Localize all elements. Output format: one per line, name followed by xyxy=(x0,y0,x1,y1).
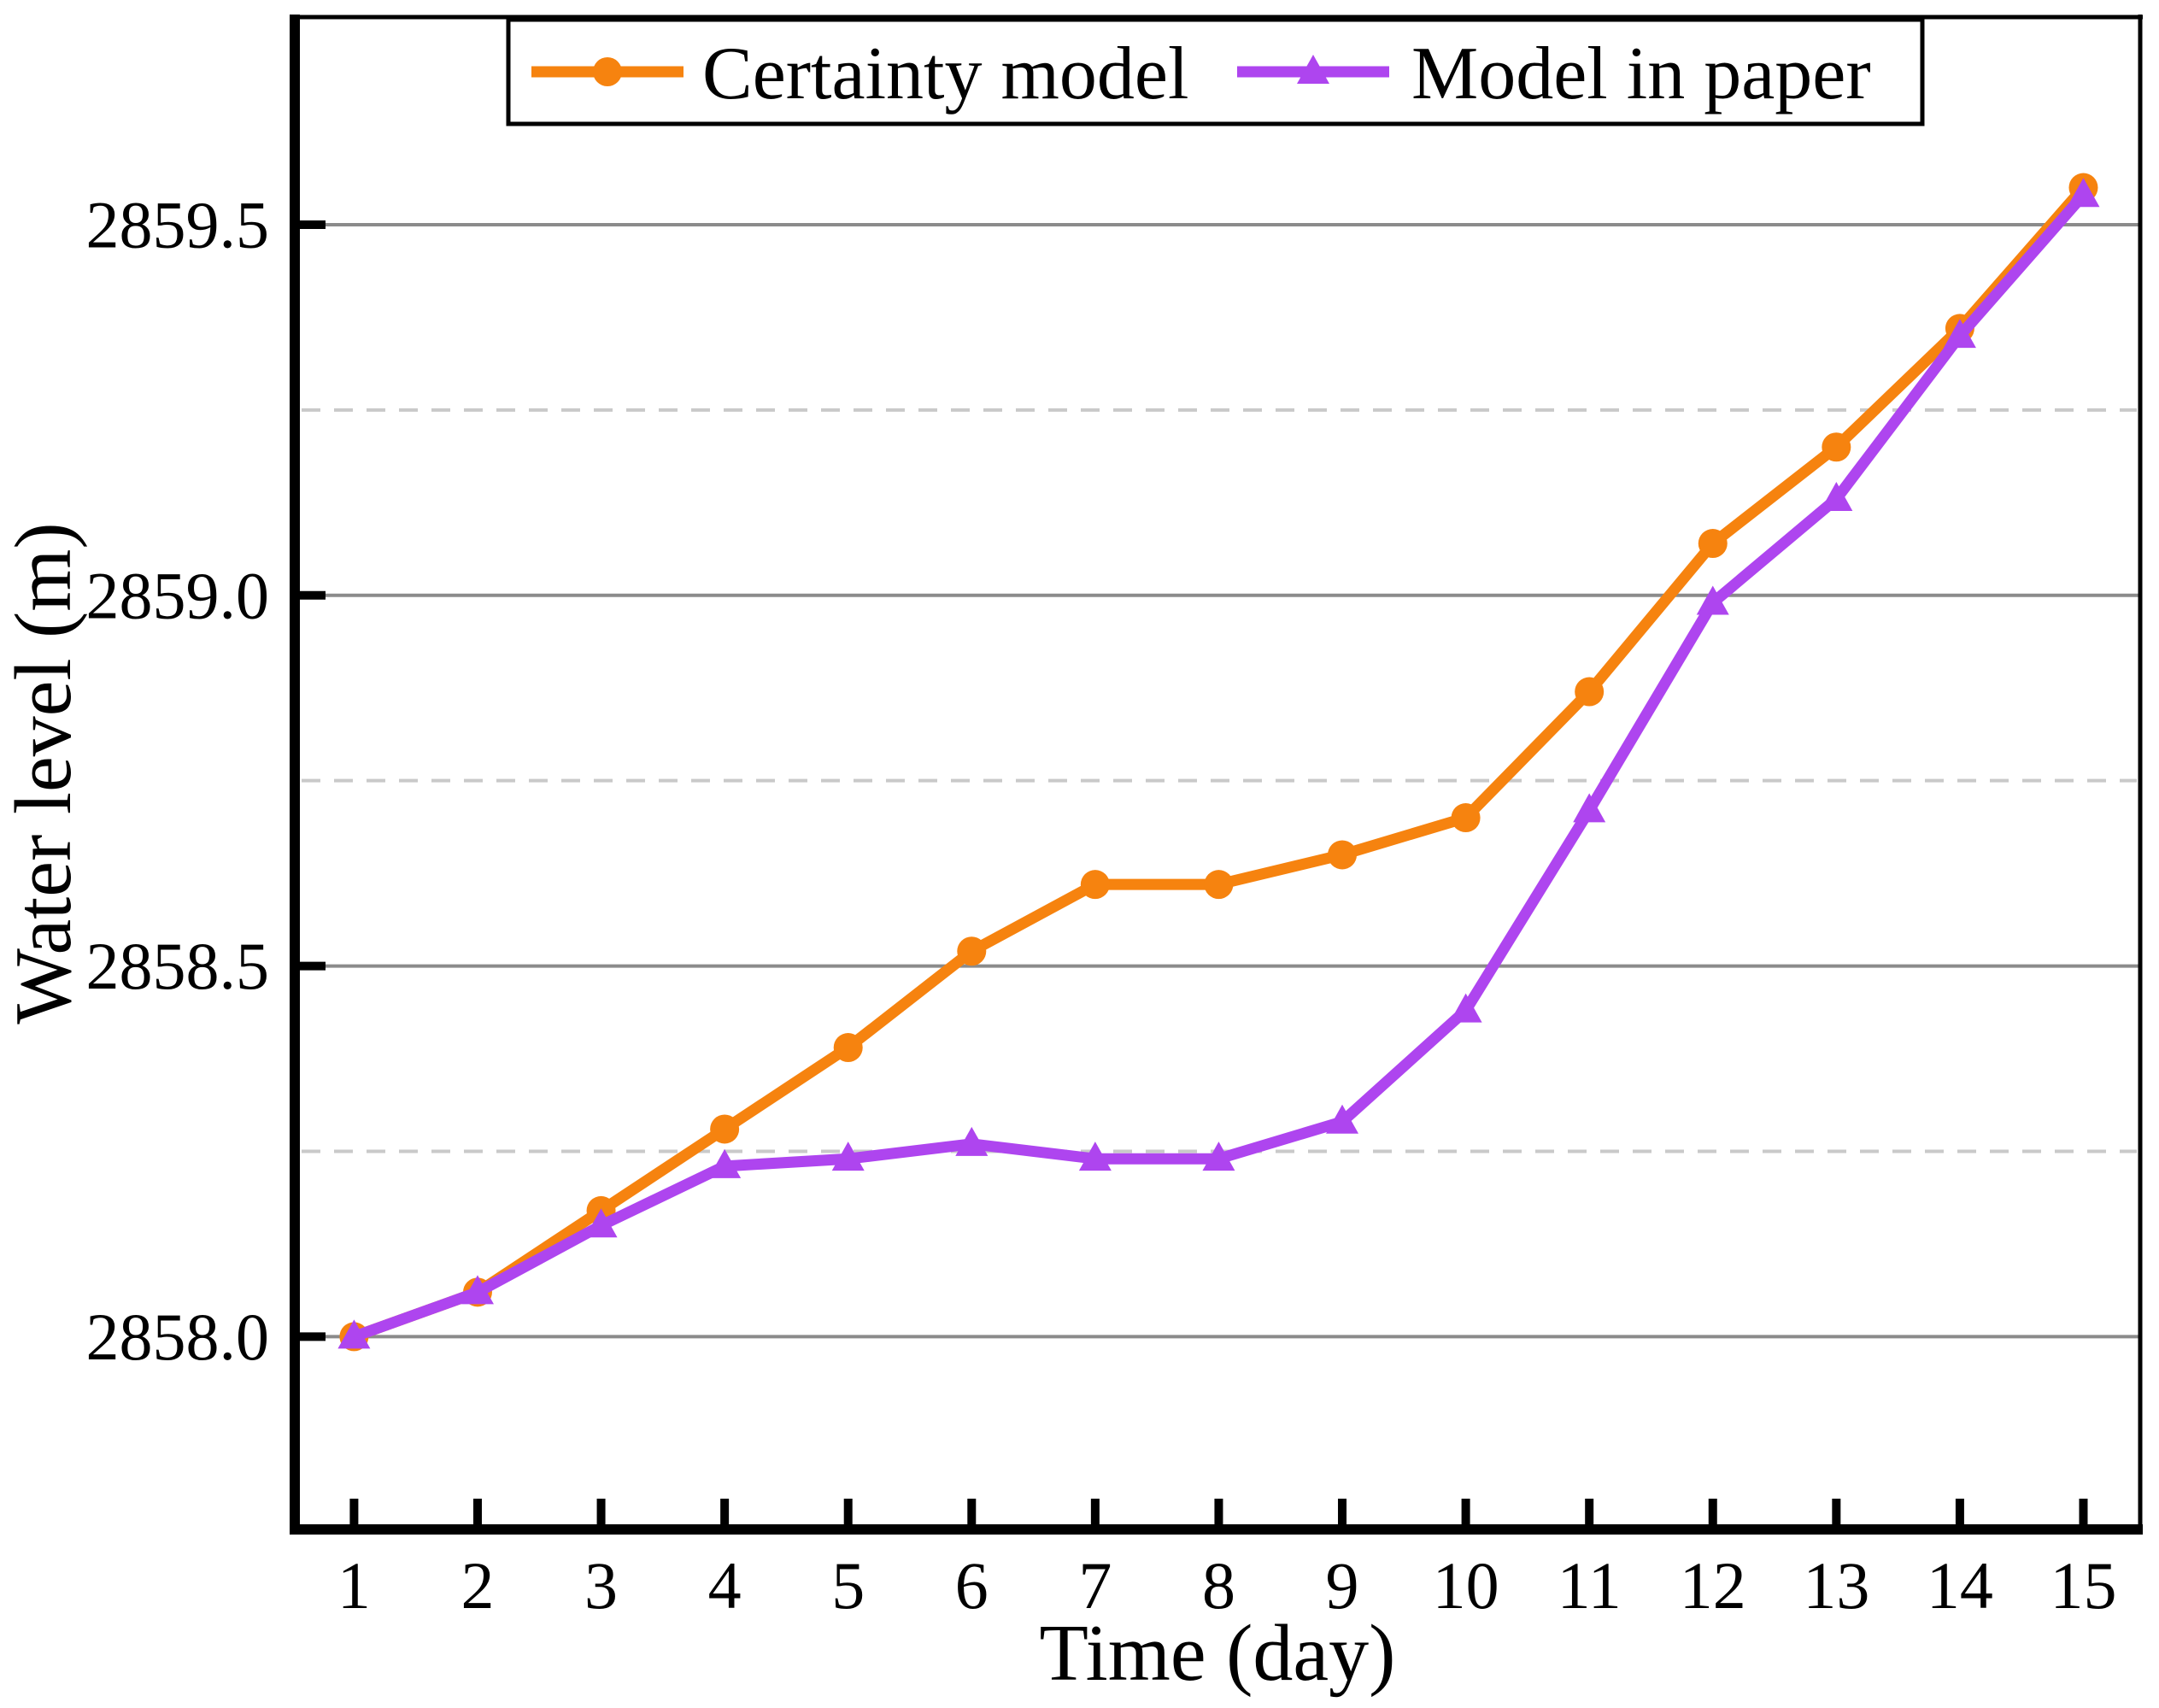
data-point-circle xyxy=(1575,677,1605,707)
x-tick-label: 1 xyxy=(337,1548,371,1623)
data-point-circle xyxy=(1204,870,1234,900)
x-tick-label: 10 xyxy=(1433,1548,1499,1623)
data-point-circle xyxy=(1698,529,1728,559)
data-point-triangle xyxy=(831,1142,865,1171)
data-point-circle xyxy=(710,1114,740,1144)
x-tick-label: 15 xyxy=(2050,1548,2116,1623)
data-point-circle xyxy=(833,1033,863,1063)
data-series xyxy=(337,173,2100,1352)
legend-triangle-marker-icon xyxy=(1297,55,1329,84)
data-point-triangle xyxy=(1449,993,1482,1023)
data-point-circle xyxy=(1080,870,1110,900)
data-point-triangle xyxy=(1820,481,1853,511)
x-tick-label: 8 xyxy=(1202,1548,1235,1623)
x-tick-label: 7 xyxy=(1078,1548,1112,1623)
x-tick-label: 14 xyxy=(1927,1548,1993,1623)
data-point-circle xyxy=(1822,432,1851,462)
legend-box xyxy=(506,17,1925,126)
legend: Certainty model Model in paper xyxy=(506,17,1925,126)
x-axis-title: Time (day) xyxy=(1040,1609,1396,1698)
x-tick-label: 3 xyxy=(584,1548,618,1623)
legend-entry-certainty-model: Certainty model xyxy=(531,32,1188,115)
data-point-triangle xyxy=(1326,1104,1359,1134)
x-tick-label: 6 xyxy=(955,1548,989,1623)
x-tick-label: 4 xyxy=(708,1548,742,1623)
data-point-circle xyxy=(957,936,987,966)
legend-entry-model-in-paper: Model in paper xyxy=(1237,32,1871,115)
y-tick-label: 2859.5 xyxy=(86,187,270,261)
data-point-triangle xyxy=(708,1148,742,1178)
legend-label-certainty-model: Certainty model xyxy=(702,32,1188,115)
x-tick-label: 12 xyxy=(1680,1548,1746,1623)
y-tick-label: 2858.0 xyxy=(86,1300,270,1374)
data-point-triangle xyxy=(1943,319,1976,349)
data-point-circle xyxy=(1328,840,1358,870)
x-tick-label: 9 xyxy=(1326,1548,1359,1623)
data-point-triangle xyxy=(584,1208,618,1238)
data-point-triangle xyxy=(337,1319,371,1349)
legend-label-model-in-paper: Model in paper xyxy=(1411,32,1871,115)
x-tick-label: 5 xyxy=(831,1548,865,1623)
data-point-triangle xyxy=(461,1275,494,1305)
data-point-triangle xyxy=(1573,793,1606,823)
axis-ticks xyxy=(296,220,2088,1528)
data-point-triangle xyxy=(1202,1142,1235,1171)
x-tick-label: 11 xyxy=(1558,1548,1622,1623)
data-point-triangle xyxy=(1078,1142,1112,1171)
y-tick-label: 2858.5 xyxy=(86,929,270,1003)
axes-spines xyxy=(290,15,2143,1535)
y-axis-title: Water level (m) xyxy=(0,522,88,1024)
data-point-triangle xyxy=(1696,585,1729,615)
data-point-circle xyxy=(1451,803,1481,833)
y-tick-label: 2859.0 xyxy=(86,558,270,632)
x-tick-label: 13 xyxy=(1803,1548,1869,1623)
gridlines xyxy=(295,222,2140,1339)
legend-circle-marker-icon xyxy=(593,57,622,86)
data-point-triangle xyxy=(955,1126,989,1156)
x-tick-label: 2 xyxy=(461,1548,494,1623)
data-point-triangle xyxy=(2067,178,2100,208)
